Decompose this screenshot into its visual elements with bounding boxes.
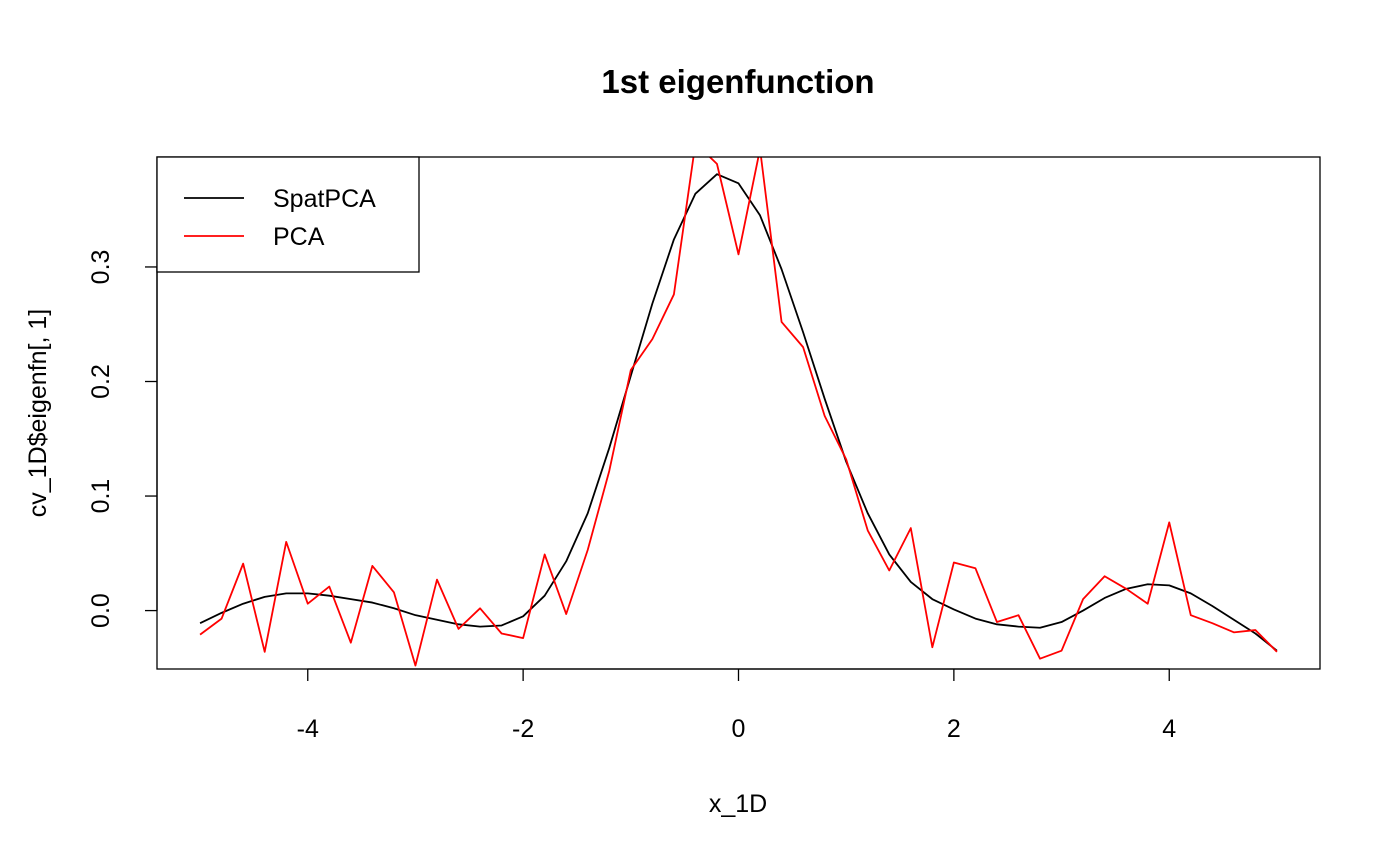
legend-label-spatpca: SpatPCA xyxy=(273,185,376,213)
y-axis-title: cv_1D$eigenfn[, 1] xyxy=(24,309,52,517)
y-tick-label: 0.3 xyxy=(87,250,115,285)
y-tick-label: 0.1 xyxy=(87,479,115,514)
y-tick-label: 0.0 xyxy=(87,593,115,628)
x-tick-label: -2 xyxy=(512,715,534,743)
x-tick-label: -4 xyxy=(297,715,319,743)
x-tick-label: 4 xyxy=(1162,715,1176,743)
legend-box xyxy=(156,156,420,273)
chart-title: 1st eigenfunction xyxy=(601,63,874,100)
x-tick-label: 2 xyxy=(947,715,961,743)
series-layer xyxy=(199,157,1278,667)
legend: SpatPCA PCA xyxy=(156,156,420,273)
series-line-pca xyxy=(199,157,1278,667)
x-axis-title: x_1D xyxy=(709,790,767,818)
y-axis: 0.0 0.1 0.2 0.3 xyxy=(87,250,158,628)
y-tick-label: 0.2 xyxy=(87,364,115,399)
x-axis: -4 -2 0 2 4 xyxy=(297,668,1176,743)
legend-label-pca: PCA xyxy=(273,223,325,251)
series-line-spatpca xyxy=(199,173,1278,652)
x-tick-label: 0 xyxy=(732,715,746,743)
